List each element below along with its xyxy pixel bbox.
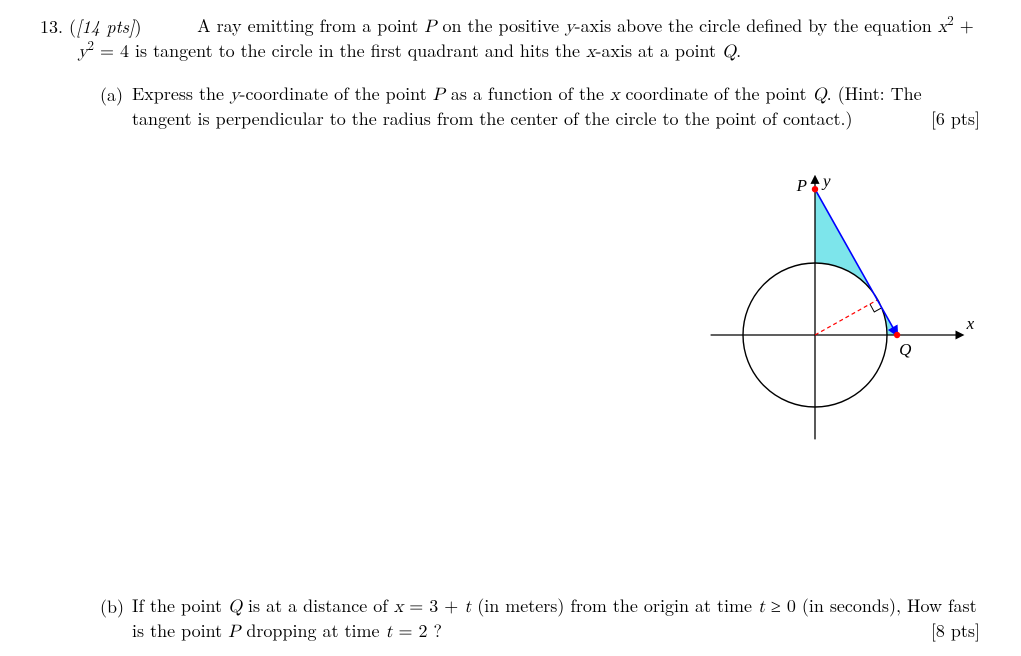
point-p — [812, 186, 818, 192]
problem-intro: 13. ([14 pts]) A ray emitting from a poi… — [78, 14, 980, 65]
label-x-axis: x — [966, 314, 975, 333]
label-q: Q — [899, 340, 911, 359]
problem-number-text: 13. — [40, 14, 63, 39]
part-b-text: If the point Q is at a distance of x = 3… — [132, 593, 977, 643]
point-q — [894, 332, 900, 338]
part-b-points: [8 pts] — [931, 619, 980, 643]
label-p: P — [796, 176, 807, 195]
part-a-body: Express the y-coordinate of the point P … — [132, 82, 980, 132]
part-a-label: (a) — [100, 82, 123, 107]
figure-container: P Qx y — [680, 160, 980, 460]
part-b-label: (b) — [100, 594, 124, 619]
geometry-diagram: P Qx y — [680, 160, 980, 460]
page: 13. ([14 pts]) 13. ([14 pts]) A ray emit… — [0, 0, 1021, 656]
part-a-points: [6 pts] — [931, 107, 980, 131]
label-y-axis: y — [821, 172, 831, 191]
radius-to-tangent — [815, 300, 878, 335]
part-b-body: If the point Q is at a distance of x = 3… — [132, 594, 980, 645]
problem-intro-text: A ray emitting from a point P on the pos… — [78, 13, 974, 63]
part-a-text: Express the y-coordinate of the point P … — [132, 81, 922, 131]
